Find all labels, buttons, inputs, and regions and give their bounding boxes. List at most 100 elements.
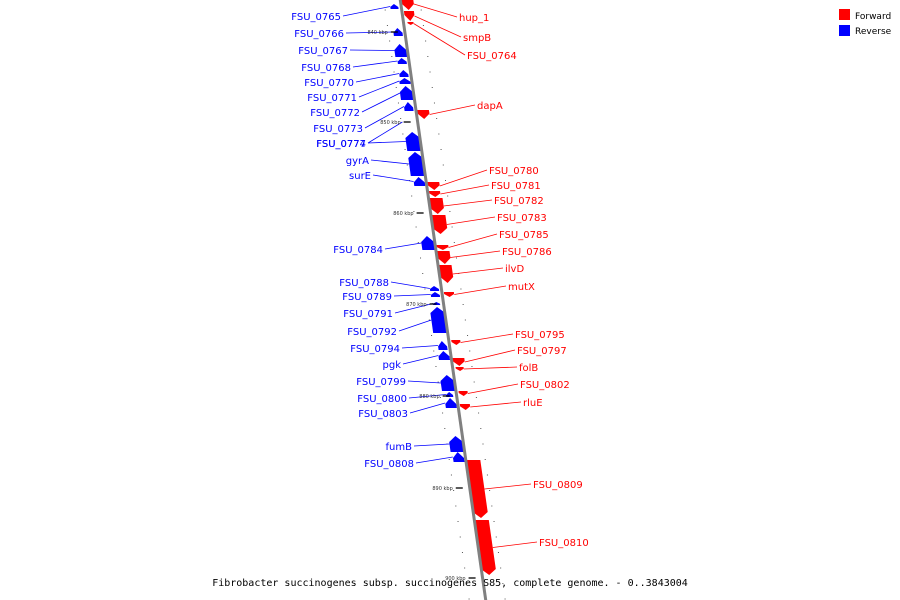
gene-leader-line (409, 402, 446, 414)
gene-label-fsu-0771: FSU_0771 (307, 93, 357, 104)
gene-label-smpb: smpB (463, 33, 491, 44)
gene-label-dapa: dapA (477, 101, 503, 112)
gene-label-fsu-0794: FSU_0794 (350, 344, 400, 355)
feature-layer: FSU_0765 FSU_0766 FSU_0767 FSU_0768 FSU_0770… (291, 0, 589, 575)
gene-leader-line (452, 267, 504, 275)
gene-label-fsu-0780: FSU_0780 (489, 166, 539, 177)
gene-label-fsu-0768: FSU_0768 (301, 63, 351, 74)
gene-label-hup-1: hup_1 (459, 13, 489, 24)
tick-label: 840 kbp (367, 30, 387, 36)
gene-leader-line (463, 366, 518, 370)
gene-label-fsu-0800: FSU_0800 (357, 394, 407, 405)
forward-gene-arrow (407, 22, 414, 25)
gene-label-fsu-0774: FSU_0774 (316, 139, 366, 150)
forward-gene-arrow (416, 110, 430, 119)
gene-label-fsu-0772: FSU_0772 (310, 108, 360, 119)
gene-leader-line (393, 294, 431, 297)
legend-reverse-label: Reverse (855, 27, 892, 37)
gene-leader-line (429, 104, 476, 115)
gene-label-fsu-0809: FSU_0809 (533, 480, 583, 491)
reverse-gene-arrow (405, 132, 423, 151)
forward-gene-arrow (428, 198, 444, 214)
major-ticks: 840 kbp 850 kbp 860 kbp 870 kbp 880 kbp 890 k… (367, 30, 476, 582)
gene-leader-line (398, 319, 432, 332)
gene-label-fsu-0802: FSU_0802 (520, 380, 570, 391)
forward-gene-arrow (401, 0, 414, 10)
gene-label-fsu-0764: FSU_0764 (467, 51, 517, 62)
gene-label-fsu-0782: FSU_0782 (494, 196, 544, 207)
forward-gene-arrow (438, 265, 454, 283)
forward-gene-arrow (455, 367, 464, 371)
gene-leader-line (358, 80, 400, 98)
gene-leader-line (355, 73, 400, 83)
gene-label-pgk: pgk (383, 360, 402, 371)
gene-leader-line (415, 456, 453, 464)
gene-label-fsu-0795: FSU_0795 (515, 330, 565, 341)
legend-forward-swatch (839, 9, 850, 20)
gene-label-fsu-0799: FSU_0799 (356, 377, 406, 388)
gene-label-fsu-0777: FSU_0777 (316, 139, 366, 150)
gene-leader-line (345, 31, 394, 34)
gene-leader-line (342, 6, 391, 17)
gene-leader-line (484, 483, 532, 490)
gene-leader-line (364, 106, 405, 129)
gene-leader-line (413, 3, 458, 18)
gene-leader-line (352, 60, 398, 68)
gene-leader-line (414, 15, 462, 38)
forward-gene-arrow (458, 391, 468, 396)
gene-leader-line (440, 184, 490, 195)
tick-label: 850 kbp (380, 120, 400, 126)
legend-reverse-swatch (839, 25, 850, 36)
gene-leader-line (413, 443, 450, 447)
gene-leader-line (372, 174, 414, 182)
forward-gene-arrow (436, 251, 451, 264)
reverse-gene-arrow (394, 44, 408, 57)
reverse-gene-arrow (429, 286, 440, 291)
reverse-gene-arrow (438, 341, 448, 350)
forward-gene-arrow (465, 460, 488, 518)
reverse-gene-arrow (397, 58, 407, 64)
gene-label-fsu-0766: FSU_0766 (294, 29, 344, 40)
genome-caption: Fibrobacter succinogenes subsp. succinog… (212, 578, 688, 589)
gene-leader-line (439, 169, 488, 187)
forward-gene-arrow (443, 292, 455, 297)
reverse-gene-arrow (399, 86, 414, 100)
gene-label-sure: surE (349, 171, 371, 182)
gene-leader-line (443, 199, 493, 207)
gene-leader-line (407, 380, 441, 384)
reverse-gene-arrow (390, 4, 399, 9)
gene-leader-line (401, 345, 439, 349)
reverse-gene-arrow (399, 70, 409, 77)
gene-label-fsu-0792: FSU_0792 (347, 327, 397, 338)
tick-label: 870 kbp (406, 302, 426, 308)
forward-gene-arrow (473, 520, 496, 575)
reverse-gene-arrow (399, 78, 411, 84)
gene-leader-line (390, 281, 430, 289)
forward-gene-arrow (429, 191, 441, 197)
forward-gene-arrow (430, 215, 448, 234)
reverse-gene-arrow (438, 351, 450, 360)
reverse-gene-arrow (453, 452, 465, 462)
gene-leader-line (446, 216, 496, 225)
reverse-gene-arrow (449, 436, 465, 452)
gene-leader-line (460, 333, 514, 343)
gene-leader-line (413, 23, 466, 56)
gene-label-fsu-0767: FSU_0767 (298, 46, 348, 57)
gene-leader-line (470, 401, 522, 408)
gene-leader-line (367, 121, 403, 144)
gene-label-rlue: rluE (523, 398, 543, 409)
gene-leader-line (394, 303, 434, 314)
gene-label-fumb: fumB (386, 442, 413, 453)
reverse-gene-arrow (404, 102, 414, 111)
gene-leader-line (450, 250, 501, 258)
reverse-gene-arrow (421, 236, 436, 250)
gene-leader-line (464, 349, 516, 363)
legend-forward-label: Forward (855, 12, 891, 22)
gene-leader-line (367, 141, 406, 144)
forward-gene-arrow (452, 358, 465, 366)
gene-label-fsu-0789: FSU_0789 (342, 292, 392, 303)
reverse-gene-arrow (440, 375, 456, 391)
gene-label-fsu-0786: FSU_0786 (502, 247, 552, 258)
gene-leader-line (492, 541, 538, 548)
